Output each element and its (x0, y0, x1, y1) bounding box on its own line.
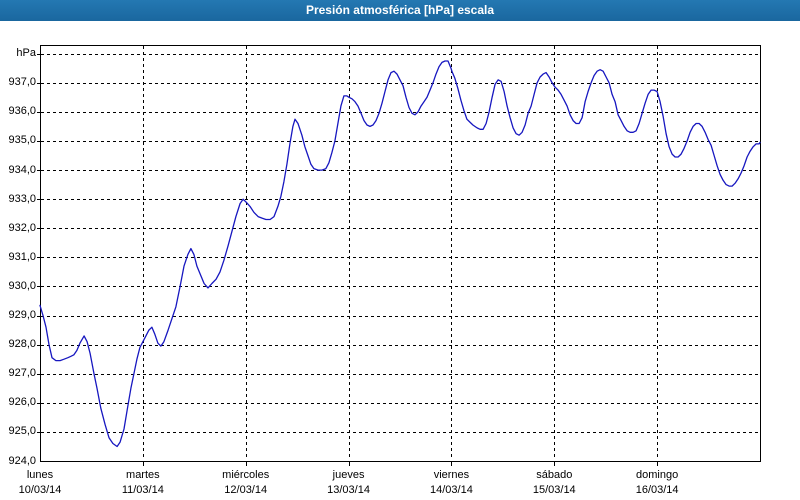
chart-client-area: hPa 937,0 936,0 935,0 934,0 933,0 932,0 931,0 9… (0, 21, 800, 500)
x-axis-day-label: lunes (26, 469, 54, 481)
y-axis-tick-label: 924,0 (8, 454, 36, 467)
y-axis-tick-label: 935,0 (8, 134, 36, 147)
x-axis-date-label: 16/03/14 (635, 484, 679, 496)
x-axis-day-label: miércoles (222, 469, 270, 481)
y-axis-tick-label: 930,0 (8, 279, 36, 292)
y-axis-tick-label: 928,0 (8, 338, 36, 351)
x-axis-date-label: 13/03/14 (327, 484, 370, 496)
x-axis-day-label: martes (126, 469, 160, 481)
y-axis-tick-label: 929,0 (8, 309, 36, 322)
y-axis-tick-label: 932,0 (8, 221, 36, 234)
x-axis-day-label: sábado (536, 469, 573, 481)
y-axis-tick-label: 931,0 (8, 250, 36, 263)
plot-border (40, 45, 761, 462)
x-axis-date-label: 10/03/14 (18, 484, 62, 496)
y-axis-tick-label: 927,0 (8, 367, 36, 380)
x-axis-day-label: jueves (332, 469, 365, 481)
x-axis-day-label: domingo (636, 469, 679, 481)
x-axis-date-label: 11/03/14 (121, 484, 164, 496)
y-axis-tick-label: 934,0 (8, 163, 36, 176)
x-axis-date-label: 14/03/14 (430, 484, 473, 496)
y-axis-tick-label: 926,0 (8, 396, 36, 409)
y-axis-tick-label: 936,0 (8, 105, 36, 118)
window-title: Presión atmosférica [hPa] escala (305, 3, 495, 17)
x-axis-day-label: viernes (433, 469, 470, 481)
x-axis-date-label: 12/03/14 (224, 484, 268, 496)
y-axis-tick-label: 933,0 (8, 192, 36, 205)
y-axis-tick-label: 937,0 (8, 76, 36, 89)
window-titlebar: Presión atmosférica [hPa] escala (0, 0, 800, 21)
pressure-chart-plot (37, 45, 761, 466)
y-axis-unit-label: hPa (16, 47, 36, 59)
y-axis-tick-label: 925,0 (8, 425, 36, 438)
pressure-data-line (39, 60, 761, 448)
x-axis-date-label: 15/03/14 (532, 484, 576, 496)
